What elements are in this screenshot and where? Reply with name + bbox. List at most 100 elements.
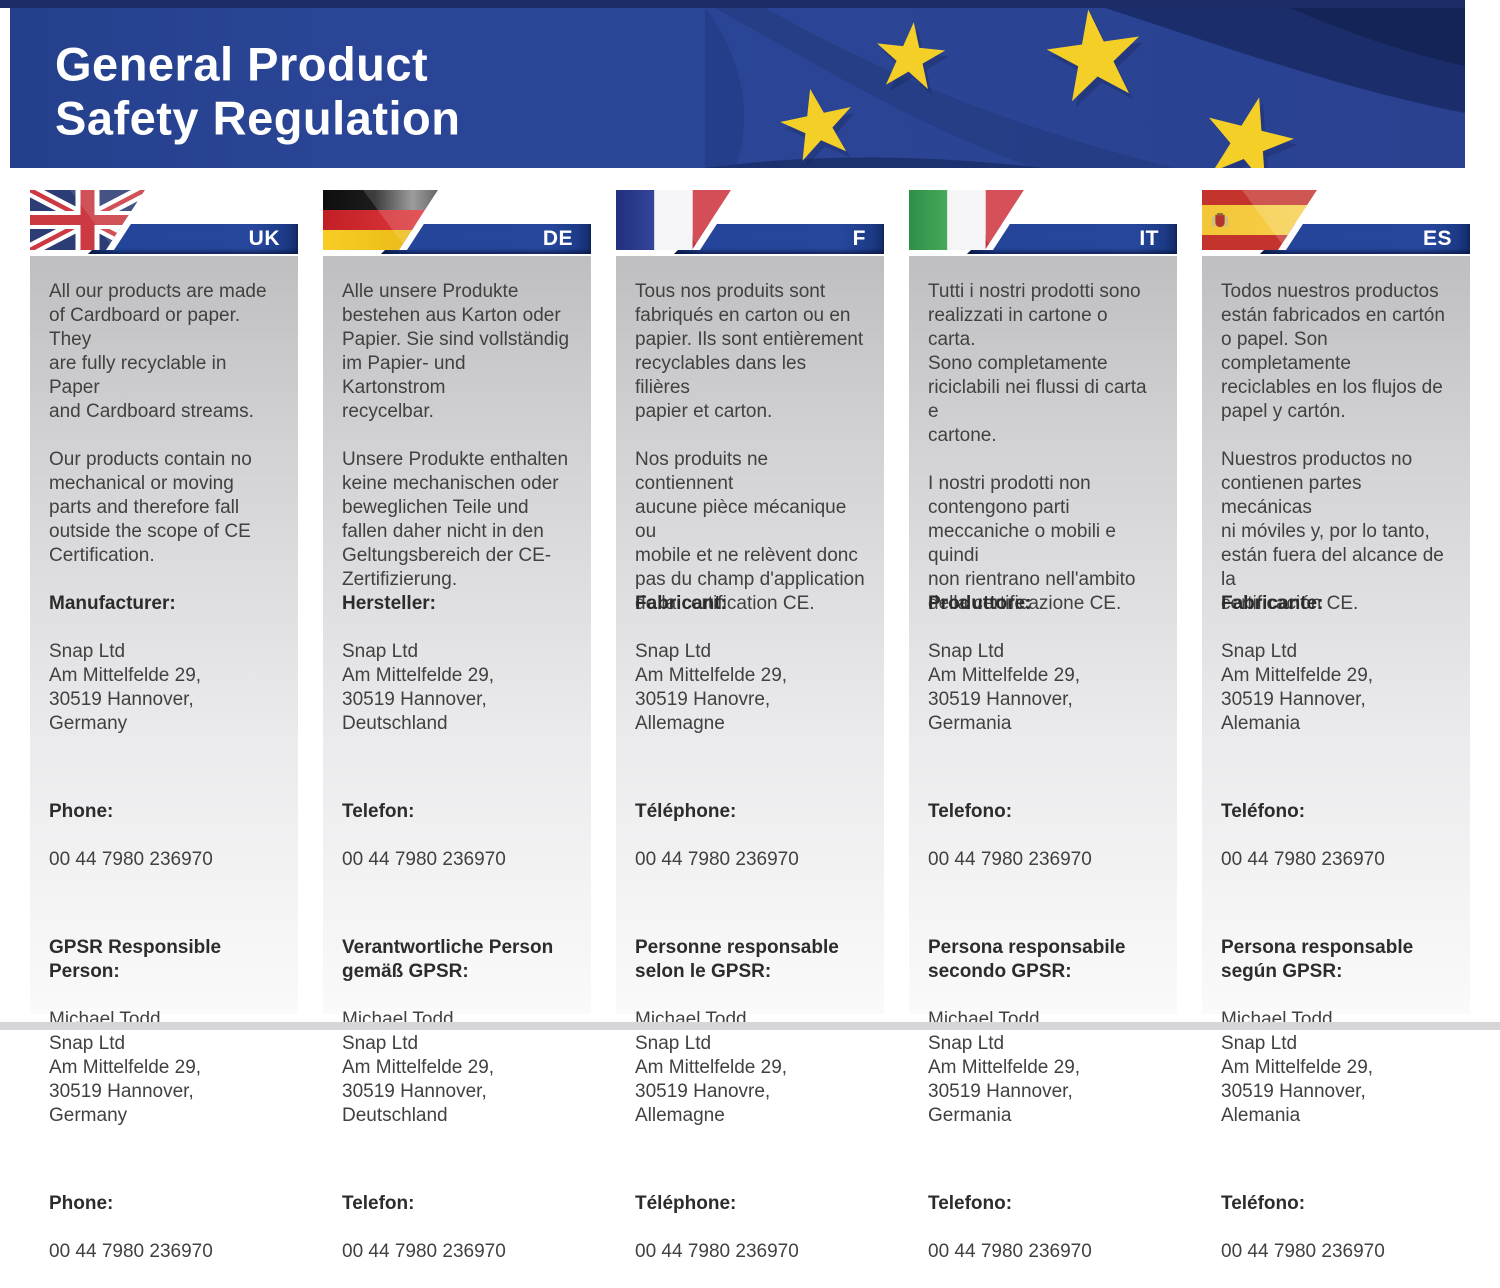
intro-paragraph: Unsere Produkte enthalten keine mechanis…	[342, 449, 569, 590]
section-label: Telefono:	[928, 1193, 1013, 1214]
column-body: Todos nuestros productos están fabricado…	[1202, 256, 1470, 1262]
country-code: UK	[248, 227, 280, 250]
column-es: ES Todos nuestros productos están fabric…	[1202, 190, 1470, 1262]
intro-text: Todos nuestros productos están fabricado…	[1221, 280, 1451, 614]
intro-text: Tous nos produits sont fabriqués en cart…	[635, 280, 865, 614]
top-navy-bar	[0, 0, 1465, 8]
column-it: IT Tutti i nostri prodotti sono realizza…	[909, 190, 1177, 1262]
phone-section: Telefono: 00 44 7980 236970	[928, 776, 1158, 896]
column-body: Tous nos produits sont fabriqués en cart…	[616, 256, 884, 1262]
section-lines: 00 44 7980 236970	[1221, 1241, 1385, 1262]
intro-text: Alle unsere Produkte bestehen aus Karton…	[342, 280, 572, 590]
language-columns: UK All our products are made of Cardboar…	[30, 190, 1470, 1262]
country-code: IT	[1139, 227, 1159, 250]
column-de: DE Alle unsere Produkte bestehen aus Kar…	[323, 190, 591, 1262]
section-lines: Snap Ltd Am Mittelfelde 29, 30519 Hannov…	[928, 641, 1081, 734]
section-lines: Snap Ltd Am Mittelfelde 29, 30519 Hannov…	[1221, 641, 1374, 734]
manufacturer-section: Fabricant: Snap Ltd Am Mittelfelde 29, 3…	[635, 568, 865, 760]
bottom-gray-strip	[0, 1022, 1500, 1030]
column-uk: UK All our products are made of Cardboar…	[30, 190, 298, 1262]
gpsr-person-section: Persona responsable según GPSR: Michael …	[1221, 912, 1451, 1152]
manufacturer-section: Hersteller: Snap Ltd Am Mittelfelde 29, …	[342, 568, 572, 760]
section-lines: Snap Ltd Am Mittelfelde 29, 30519 Hannov…	[49, 641, 202, 734]
gpsr-person-section: Verantwortliche Person gemäß GPSR: Micha…	[342, 912, 572, 1152]
section-lines: 00 44 7980 236970	[928, 849, 1092, 870]
column-header: ES	[1202, 190, 1470, 256]
intro-paragraph: Todos nuestros productos están fabricado…	[1221, 281, 1445, 422]
country-code: F	[852, 227, 866, 250]
column-header: UK	[30, 190, 298, 256]
es-flag-icon	[1202, 190, 1325, 250]
intro-paragraph: Nuestros productos no contienen partes m…	[1221, 449, 1444, 614]
section-lines: 00 44 7980 236970	[342, 1241, 506, 1262]
phone-section: Telefon: 00 44 7980 236970	[342, 1168, 572, 1288]
phone-section: Phone: 00 44 7980 236970	[49, 776, 279, 896]
it-flag-icon	[909, 190, 1032, 250]
country-banner: DE	[381, 224, 591, 254]
section-label: Telefon:	[342, 1193, 415, 1214]
section-label: Telefono:	[928, 801, 1013, 822]
intro-paragraph: Tutti i nostri prodotti sono realizzati …	[928, 281, 1147, 446]
column-header: IT	[909, 190, 1177, 256]
section-label: Manufacturer:	[49, 593, 176, 614]
de-flag-icon	[323, 190, 446, 250]
section-label: Phone:	[49, 1193, 114, 1214]
section-label: Fabricant:	[635, 593, 727, 614]
section-label: Personne responsable selon le GPSR:	[635, 937, 839, 982]
section-label: Produttore:	[928, 593, 1032, 614]
phone-section: Phone: 00 44 7980 236970	[49, 1168, 279, 1288]
gpsr-person-section: Persona responsabile secondo GPSR: Micha…	[928, 912, 1158, 1152]
column-header: F	[616, 190, 884, 256]
section-label: Phone:	[49, 801, 114, 822]
column-body: Alle unsere Produkte bestehen aus Karton…	[323, 256, 591, 1262]
section-label: Téléphone:	[635, 801, 737, 822]
column-header: DE	[323, 190, 591, 256]
section-label: Fabricante:	[1221, 593, 1324, 614]
column-body: All our products are made of Cardboard o…	[30, 256, 298, 1262]
section-label: Verantwortliche Person gemäß GPSR:	[342, 937, 554, 982]
section-label: Teléfono:	[1221, 801, 1306, 822]
eu-flag-art	[705, 8, 1465, 168]
section-lines: 00 44 7980 236970	[635, 1241, 799, 1262]
intro-text: Tutti i nostri prodotti sono realizzati …	[928, 280, 1158, 614]
section-lines: Snap Ltd Am Mittelfelde 29, 30519 Hannov…	[342, 641, 495, 734]
section-lines: 00 44 7980 236970	[49, 849, 213, 870]
section-lines: Snap Ltd Am Mittelfelde 29, 30519 Hanovr…	[635, 641, 788, 734]
intro-paragraph: All our products are made of Cardboard o…	[49, 281, 267, 422]
manufacturer-section: Fabricante: Snap Ltd Am Mittelfelde 29, …	[1221, 568, 1451, 760]
spain-crest	[1212, 213, 1228, 228]
manufacturer-section: Manufacturer: Snap Ltd Am Mittelfelde 29…	[49, 568, 279, 760]
phone-section: Teléfono: 00 44 7980 236970	[1221, 1168, 1451, 1288]
section-lines: 00 44 7980 236970	[635, 849, 799, 870]
page-title: General Product Safety Regulation	[55, 37, 461, 145]
section-lines: 00 44 7980 236970	[49, 1241, 213, 1262]
country-code: DE	[542, 227, 573, 250]
intro-paragraph: Our products contain no mechanical or mo…	[49, 449, 252, 566]
phone-section: Téléphone: 00 44 7980 236970	[635, 1168, 865, 1288]
gpsr-person-section: GPSR Responsible Person: Michael Todd Sn…	[49, 912, 279, 1152]
uk-flag-icon	[30, 190, 153, 250]
section-lines: 00 44 7980 236970	[1221, 849, 1385, 870]
section-lines: 00 44 7980 236970	[342, 849, 506, 870]
column-body: Tutti i nostri prodotti sono realizzati …	[909, 256, 1177, 1262]
section-label: GPSR Responsible Person:	[49, 937, 222, 982]
section-label: Persona responsable según GPSR:	[1221, 937, 1414, 982]
section-lines: 00 44 7980 236970	[928, 1241, 1092, 1262]
phone-section: Telefon: 00 44 7980 236970	[342, 776, 572, 896]
phone-section: Teléfono: 00 44 7980 236970	[1221, 776, 1451, 896]
intro-paragraph: Tous nos produits sont fabriqués en cart…	[635, 281, 864, 422]
fr-flag-icon	[616, 190, 739, 250]
intro-text: All our products are made of Cardboard o…	[49, 280, 279, 568]
section-label: Hersteller:	[342, 593, 436, 614]
header-banner: General Product Safety Regulation	[10, 8, 1465, 168]
country-code: ES	[1422, 227, 1452, 250]
section-label: Teléfono:	[1221, 1193, 1306, 1214]
section-label: Telefon:	[342, 801, 415, 822]
column-fr: F Tous nos produits sont fabriqués en ca…	[616, 190, 884, 1262]
phone-section: Telefono: 00 44 7980 236970	[928, 1168, 1158, 1288]
intro-paragraph: Alle unsere Produkte bestehen aus Karton…	[342, 281, 570, 422]
intro-paragraph: Nos produits ne contiennent aucune pièce…	[635, 449, 865, 614]
phone-section: Téléphone: 00 44 7980 236970	[635, 776, 865, 896]
manufacturer-section: Produttore: Snap Ltd Am Mittelfelde 29, …	[928, 568, 1158, 760]
gpsr-person-section: Personne responsable selon le GPSR: Mich…	[635, 912, 865, 1152]
